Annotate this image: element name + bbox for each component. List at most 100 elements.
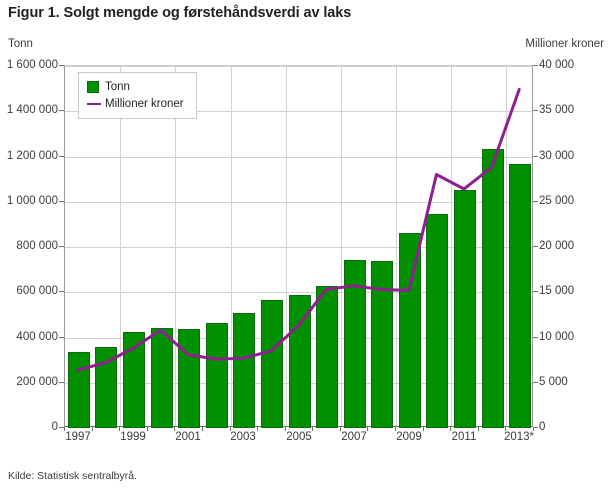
gridline-vertical — [506, 66, 507, 426]
y-axis-right-tick-label: 35 000 — [539, 104, 575, 117]
y-axis-left-tickmark — [59, 427, 64, 428]
y-axis-left-tickmark — [59, 382, 64, 383]
x-axis-tick-label: 2009 — [396, 431, 422, 443]
y-axis-right-tickmark — [533, 337, 538, 338]
gridline-vertical — [341, 66, 342, 426]
y-axis-left-tick-label: 1 200 000 — [6, 149, 58, 162]
figure-title: Figur 1. Solgt mengde og førstehåndsverd… — [8, 5, 352, 21]
y-axis-left-tickmark — [59, 65, 64, 66]
y-axis-left-tick-label: 1 600 000 — [6, 59, 58, 71]
x-axis-tick-label: 1997 — [65, 431, 91, 443]
source-note: Kilde: Statistisk sentralbyrå. — [8, 470, 137, 482]
x-axis-tickmark — [395, 427, 396, 431]
y-axis-left-tickmark — [59, 246, 64, 247]
left-axis-title: Tonn — [8, 38, 33, 50]
x-axis-tickmark — [340, 427, 341, 431]
y-axis-right-tickmark — [533, 246, 538, 247]
chart-legend: Tonn Millioner kroner — [78, 72, 197, 119]
gridline-vertical — [396, 66, 397, 426]
y-axis-right-tickmark — [533, 427, 538, 428]
x-axis-tickmark — [147, 427, 148, 431]
x-axis-tickmark — [92, 427, 93, 431]
y-axis-right-tick-label: 40 000 — [539, 59, 575, 71]
y-axis-left-tickmark — [59, 291, 64, 292]
x-axis-tickmark — [450, 427, 451, 431]
y-axis-right-tickmark — [533, 156, 538, 157]
y-axis-right-tickmark — [533, 382, 538, 383]
y-axis-right-tick-label: 0 — [539, 421, 546, 433]
bar-2007 — [344, 260, 366, 428]
bar-2008 — [371, 261, 393, 428]
bar-2009 — [399, 233, 421, 428]
x-axis-tickmark — [423, 427, 424, 431]
x-axis-tickmark — [202, 427, 203, 431]
y-axis-left-tickmark — [59, 110, 64, 111]
y-axis-right-tick-label: 10 000 — [539, 330, 575, 343]
y-axis-right-tick-label: 25 000 — [539, 194, 575, 207]
gridline-horizontal — [65, 157, 532, 158]
y-axis-right-tickmark — [533, 65, 538, 66]
x-axis-tick-label: 2013* — [503, 431, 535, 443]
y-axis-left-tickmark — [59, 201, 64, 202]
bar-2000 — [151, 328, 173, 428]
x-axis-tick-label: 2007 — [341, 431, 367, 443]
x-axis-tickmark — [119, 427, 120, 431]
y-axis-right-tick-label: 5 000 — [539, 375, 568, 388]
x-axis-tickmark — [312, 427, 313, 431]
bar-1997 — [68, 352, 90, 428]
bar-2010 — [426, 214, 448, 428]
gridline-vertical — [120, 66, 121, 426]
y-axis-right-tickmark — [533, 291, 538, 292]
legend-swatch-square-icon — [87, 80, 99, 93]
plot-area — [64, 65, 533, 428]
bar-2003 — [233, 313, 255, 428]
bar-2012 — [482, 149, 504, 428]
y-axis-right-tick-label: 15 000 — [539, 285, 575, 298]
y-axis-left-tickmark — [59, 156, 64, 157]
right-axis-title: Millioner kroner — [525, 38, 604, 50]
bar-2005 — [289, 295, 311, 428]
y-axis-right-tick-label: 20 000 — [539, 240, 575, 252]
y-axis-right-tickmark — [533, 110, 538, 111]
gridline-horizontal — [65, 66, 532, 67]
bar-1998 — [95, 347, 117, 428]
y-axis-left-tickmark — [59, 337, 64, 338]
gridline-vertical — [175, 66, 176, 426]
x-axis-tickmark — [478, 427, 479, 431]
x-axis-tickmark — [505, 427, 506, 431]
x-axis-tick-label: 2001 — [175, 431, 201, 443]
bar-2001 — [178, 329, 200, 428]
legend-item-tonn: Tonn — [87, 78, 184, 95]
x-axis-tick-label: 2011 — [451, 431, 477, 443]
x-axis-tickmark — [64, 427, 65, 431]
legend-label-tonn: Tonn — [105, 80, 130, 93]
legend-item-millioner-kroner: Millioner kroner — [87, 95, 184, 112]
x-axis-tickmark — [230, 427, 231, 431]
y-axis-left-tick-label: 0 — [51, 421, 58, 433]
y-axis-right-tick-label: 30 000 — [539, 149, 575, 162]
gridline-vertical — [286, 66, 287, 426]
gridline-vertical — [451, 66, 452, 426]
y-axis-right-tickmark — [533, 201, 538, 202]
x-axis-tickmark — [367, 427, 368, 431]
x-axis-tickmark — [533, 427, 534, 431]
legend-label-millioner-kroner: Millioner kroner — [105, 97, 184, 110]
y-axis-left-tick-label: 200 000 — [16, 375, 58, 388]
gridline-vertical — [231, 66, 232, 426]
x-axis-tickmark — [285, 427, 286, 431]
x-axis-tick-label: 2003 — [230, 431, 256, 443]
x-axis-tick-label: 1999 — [120, 431, 146, 443]
legend-swatch-line-icon — [87, 102, 101, 105]
x-axis-tickmark — [257, 427, 258, 431]
x-axis-tick-label: 2005 — [286, 431, 312, 443]
bar-2011 — [454, 190, 476, 428]
y-axis-left-tick-label: 1 400 000 — [6, 104, 58, 117]
y-axis-left-tick-label: 800 000 — [16, 240, 58, 252]
bar-2013star — [509, 164, 531, 428]
y-axis-left-tick-label: 400 000 — [16, 330, 58, 343]
bar-2004 — [261, 300, 283, 428]
bar-2006 — [316, 286, 338, 428]
y-axis-left-tick-label: 1 000 000 — [6, 194, 58, 207]
y-axis-left-tick-label: 600 000 — [16, 285, 58, 298]
